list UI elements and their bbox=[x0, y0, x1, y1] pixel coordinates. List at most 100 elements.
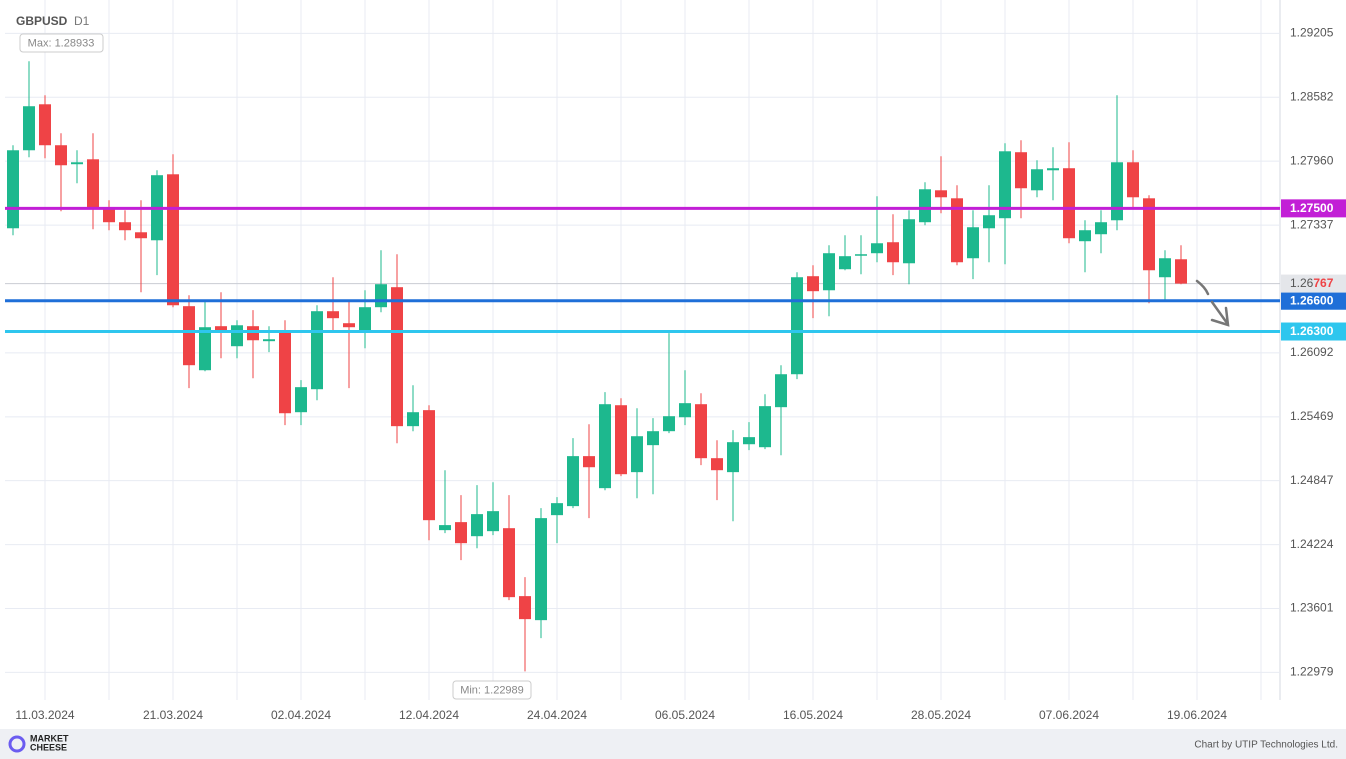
candle-body bbox=[119, 222, 131, 231]
candle-body bbox=[375, 284, 387, 308]
credit: Chart by UTIP Technologies Ltd. bbox=[1194, 740, 1338, 751]
last-price-label: 1.26767 bbox=[1290, 276, 1334, 290]
candle-body bbox=[423, 410, 435, 521]
candle-body bbox=[87, 159, 99, 209]
y-tick-label: 1.25469 bbox=[1290, 409, 1334, 423]
candle-body bbox=[775, 374, 787, 408]
candle-body bbox=[1159, 258, 1171, 278]
candle-body bbox=[599, 404, 611, 489]
candle-body bbox=[1127, 162, 1139, 198]
candle-body bbox=[807, 276, 819, 292]
plot bbox=[5, 61, 1280, 672]
x-tick-label: 11.03.2024 bbox=[15, 708, 74, 722]
candle-body bbox=[903, 219, 915, 264]
x-tick-label: 12.04.2024 bbox=[399, 708, 459, 722]
y-tick-label: 1.26092 bbox=[1290, 345, 1334, 359]
candle-body bbox=[967, 227, 979, 259]
candle-body bbox=[567, 456, 579, 507]
candle-body bbox=[999, 151, 1011, 219]
candle-body bbox=[935, 190, 947, 198]
candle-body bbox=[343, 323, 355, 328]
candle-body bbox=[583, 456, 595, 468]
forecast-arrow bbox=[1195, 279, 1230, 327]
candle-body bbox=[135, 232, 147, 239]
candle-body bbox=[615, 405, 627, 475]
chart-title: GBPUSD bbox=[16, 14, 68, 28]
level-label-box bbox=[1281, 291, 1346, 310]
candle-body bbox=[839, 256, 851, 270]
logo: MARKET CHEESE bbox=[8, 733, 69, 753]
y-tick-label: 1.29205 bbox=[1290, 26, 1334, 40]
y-tick-label: 1.28582 bbox=[1290, 89, 1334, 103]
x-tick-label: 21.03.2024 bbox=[143, 708, 203, 722]
candle-body bbox=[295, 387, 307, 413]
candle-body bbox=[647, 431, 659, 446]
candle-body bbox=[247, 326, 259, 341]
candle-body bbox=[1079, 230, 1091, 242]
candle-body bbox=[439, 525, 451, 531]
last-price-box bbox=[1281, 274, 1346, 293]
candle-body bbox=[311, 311, 323, 390]
candle-body bbox=[711, 458, 723, 471]
grid bbox=[5, 0, 1280, 700]
candle-body bbox=[791, 277, 803, 375]
x-tick-label: 07.06.2024 bbox=[1039, 708, 1099, 722]
candle-body bbox=[663, 416, 675, 432]
y-tick-label: 1.23601 bbox=[1290, 601, 1334, 615]
y-tick-label: 1.27960 bbox=[1290, 153, 1334, 167]
candle-body bbox=[471, 514, 483, 537]
candle-body bbox=[55, 145, 67, 166]
candle-body bbox=[1031, 169, 1043, 191]
candle-body bbox=[679, 403, 691, 418]
candle-body bbox=[759, 406, 771, 448]
x-tick-label: 16.05.2024 bbox=[783, 708, 843, 722]
candle-body bbox=[1175, 259, 1187, 284]
min-label-box bbox=[452, 680, 532, 700]
x-tick-label: 28.05.2024 bbox=[911, 708, 971, 722]
level-label-box bbox=[1281, 322, 1346, 341]
candle-body bbox=[887, 242, 899, 263]
candle-body bbox=[983, 215, 995, 229]
candle-body bbox=[23, 106, 35, 151]
candle-body bbox=[279, 331, 291, 414]
candle-body bbox=[519, 596, 531, 620]
candle-body bbox=[695, 404, 707, 459]
candle-body bbox=[503, 528, 515, 598]
candle-body bbox=[1143, 198, 1155, 271]
candle-body bbox=[487, 511, 499, 532]
y-tick-label: 1.24847 bbox=[1290, 473, 1334, 487]
candle-body bbox=[1095, 222, 1107, 235]
candle-body bbox=[103, 207, 115, 223]
candle-body bbox=[855, 254, 867, 256]
logo-text: MARKET bbox=[30, 733, 69, 743]
level-label: 1.27500 bbox=[1290, 201, 1334, 215]
candle-body bbox=[231, 325, 243, 347]
candle-body bbox=[391, 287, 403, 427]
chart-subtitle: D1 bbox=[74, 14, 90, 28]
logo-icon bbox=[8, 735, 26, 753]
candle-body bbox=[1015, 152, 1027, 189]
candle-body bbox=[727, 442, 739, 473]
candle-body bbox=[167, 174, 179, 306]
x-tick-label: 24.04.2024 bbox=[527, 708, 587, 722]
level-label: 1.26300 bbox=[1290, 324, 1334, 338]
candle-body bbox=[1047, 168, 1059, 171]
arrow-dash bbox=[1195, 279, 1210, 296]
y-tick-label: 1.22979 bbox=[1290, 665, 1334, 679]
candle-body bbox=[743, 437, 755, 445]
arrow-head bbox=[1210, 306, 1230, 327]
candle-body bbox=[263, 339, 275, 342]
candle-body bbox=[407, 412, 419, 427]
candle-body bbox=[951, 198, 963, 263]
y-tick-label: 1.24224 bbox=[1290, 537, 1334, 551]
candle-body bbox=[359, 307, 371, 331]
candle-body bbox=[199, 327, 211, 371]
level-label-box bbox=[1281, 199, 1346, 218]
candle-body bbox=[871, 243, 883, 254]
x-tick-label: 02.04.2024 bbox=[271, 708, 331, 722]
candle-body bbox=[551, 503, 563, 516]
min-label: Min: 1.22989 bbox=[460, 684, 524, 696]
candle-body bbox=[7, 150, 19, 229]
